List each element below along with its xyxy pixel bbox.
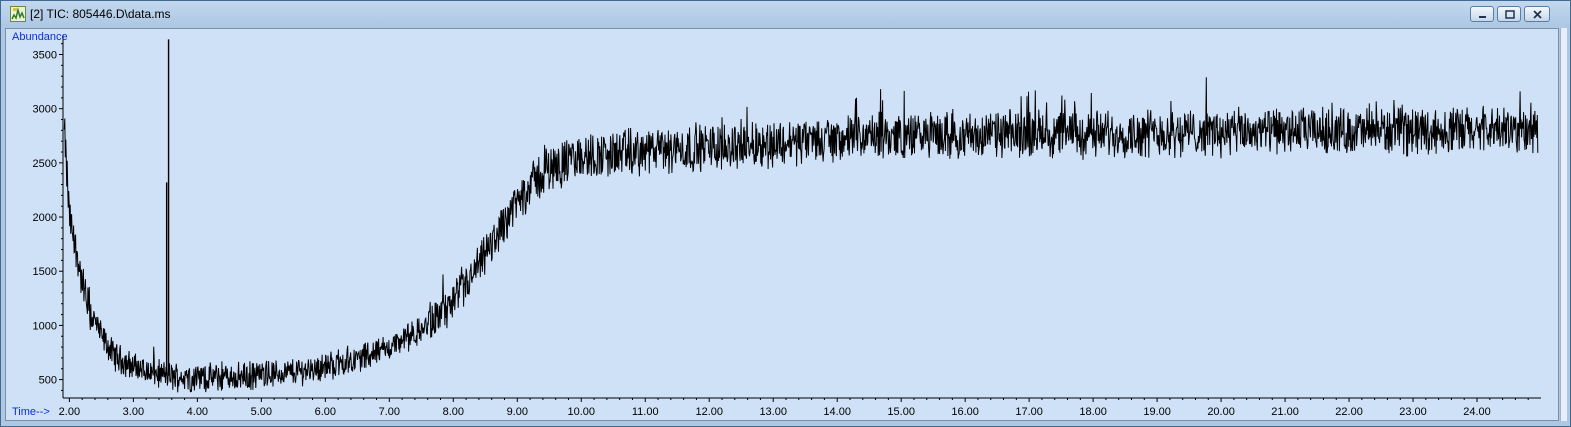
y-tick-label: 2000 (33, 212, 57, 224)
y-tick-label: 1500 (33, 266, 57, 278)
x-tick-label: 5.00 (251, 406, 272, 418)
y-tick-label: 2500 (33, 158, 57, 170)
minimize-icon (1479, 16, 1486, 18)
x-tick-label: 19.00 (1143, 406, 1171, 418)
x-tick-label: 14.00 (823, 406, 851, 418)
x-tick-label: 13.00 (759, 406, 787, 418)
title-bar[interactable]: [2] TIC: 805446.D\data.ms (1, 1, 1570, 27)
x-tick-label: 17.00 (1015, 406, 1043, 418)
x-tick-label: 21.00 (1271, 406, 1299, 418)
close-button[interactable] (1524, 6, 1550, 22)
tic-trace-line (63, 77, 1539, 393)
tic-chart: 500 1000 1500 2000 2500 3000 3500 2.00 3.00 4.00 5… (12, 31, 1541, 418)
close-icon (1533, 10, 1542, 19)
x-tick-label: 24.00 (1463, 406, 1491, 418)
x-tick-label: 8.00 (443, 406, 464, 418)
x-tick-label: 15.00 (887, 406, 915, 418)
x-tick-label: 6.00 (315, 406, 336, 418)
x-tick-label: 4.00 (187, 406, 208, 418)
vertical-scrollbar[interactable] (1560, 28, 1567, 421)
y-tick-label: 3500 (33, 50, 57, 62)
x-tick-label: 12.00 (695, 406, 723, 418)
x-tick-label: 11.00 (632, 406, 659, 418)
y-tick-label: 500 (39, 375, 57, 387)
x-tick-label: 20.00 (1207, 406, 1235, 418)
x-tick-label: 9.00 (507, 406, 528, 418)
x-tick-label: 7.00 (379, 406, 400, 418)
maximize-button[interactable] (1497, 6, 1521, 22)
x-axis-label: Time--> (12, 406, 50, 418)
x-tick-label: 3.00 (123, 406, 144, 418)
chart-spikes (165, 39, 170, 376)
plot-area[interactable]: 500 1000 1500 2000 2500 3000 3500 2.00 3.00 4.00 5… (5, 28, 1559, 421)
x-tick-label: 2.00 (59, 406, 80, 418)
y-tick-label: 1000 (33, 320, 57, 332)
window-title: [2] TIC: 805446.D\data.ms (30, 7, 171, 21)
x-tick-label: 22.00 (1335, 406, 1363, 418)
chart-ticks: 500 1000 1500 2000 2500 3000 3500 2.00 3.00 4.00 5… (33, 43, 1529, 418)
y-tick-label: 3000 (33, 104, 57, 116)
restore-icon (1505, 10, 1515, 19)
x-tick-label: 23.00 (1399, 406, 1427, 418)
minimize-button[interactable] (1470, 6, 1494, 22)
x-tick-label: 16.00 (951, 406, 979, 418)
chart-axes (62, 35, 1541, 399)
x-tick-label: 10.00 (567, 406, 595, 418)
chromatogram-app-icon (10, 6, 26, 22)
x-tick-label: 18.00 (1079, 406, 1107, 418)
y-axis-label: Abundance (12, 31, 68, 43)
